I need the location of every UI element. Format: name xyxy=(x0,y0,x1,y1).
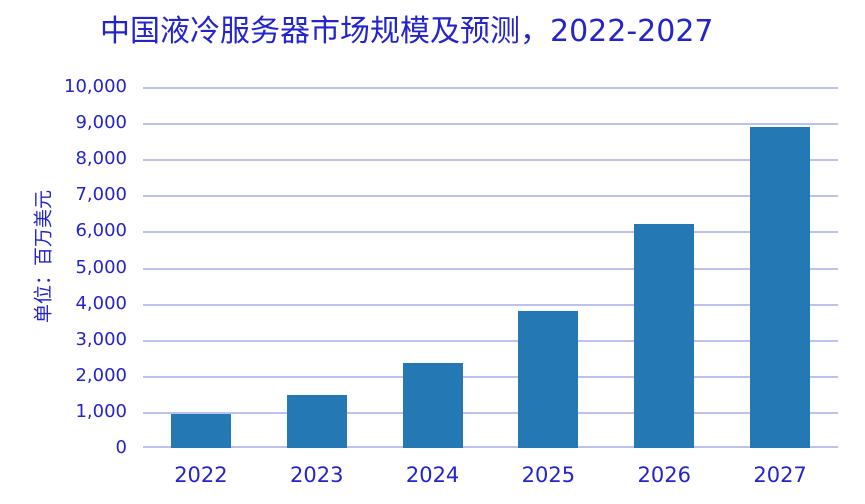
x-tick-label-2027: 2027 xyxy=(753,463,807,487)
gridline-5000 xyxy=(143,267,838,270)
y-tick-label-4000: 4,000 xyxy=(75,292,127,314)
y-tick-label-3000: 3,000 xyxy=(75,328,127,350)
y-tick-label-5000: 5,000 xyxy=(75,256,127,278)
x-tick-label-2024: 2024 xyxy=(405,463,460,487)
bar-2024 xyxy=(402,362,463,448)
y-tick-label-7000: 7,000 xyxy=(75,184,127,206)
gridline-3000 xyxy=(143,339,838,342)
gridline-2000 xyxy=(143,375,838,378)
x-tick-label-2022: 2022 xyxy=(174,463,228,487)
chart-title: 中国液冷服务器市场规模及预测，2022-2027 xyxy=(100,14,714,49)
y-tick-label-0: 0 xyxy=(115,437,127,458)
gridline-0 xyxy=(143,446,838,448)
y-tick-label-8000: 8,000 xyxy=(75,148,127,170)
y-tick-label-6000: 6,000 xyxy=(75,220,127,242)
y-tick-label-1000: 1,000 xyxy=(75,400,127,422)
gridline-7000 xyxy=(143,195,838,198)
bar-2026 xyxy=(634,224,695,448)
plot-area xyxy=(143,87,838,448)
bar-2022 xyxy=(170,413,231,448)
bar-2027 xyxy=(750,126,811,448)
gridline-4000 xyxy=(143,303,838,306)
gridline-9000 xyxy=(143,123,838,126)
y-tick-label-9000: 9,000 xyxy=(75,112,127,134)
bar-2025 xyxy=(518,310,579,448)
gridline-10000 xyxy=(143,87,838,89)
x-axis-tick-labels: 2022 2023 2024 2025 2026 2027 xyxy=(143,462,838,492)
x-tick-label-2023: 2023 xyxy=(290,463,344,487)
gridline-8000 xyxy=(143,159,838,162)
x-tick-label-2026: 2026 xyxy=(637,463,691,487)
gridline-6000 xyxy=(143,231,838,234)
y-tick-label-10000: 10,000 xyxy=(64,76,127,97)
bar-2023 xyxy=(286,394,347,448)
gridline-1000 xyxy=(143,411,838,414)
y-axis-tick-labels: 0 1,000 2,000 3,000 4,000 5,000 6,000 7,000 8,00… xyxy=(0,76,127,458)
x-tick-label-2025: 2025 xyxy=(521,463,576,487)
y-tick-label-2000: 2,000 xyxy=(75,364,127,386)
